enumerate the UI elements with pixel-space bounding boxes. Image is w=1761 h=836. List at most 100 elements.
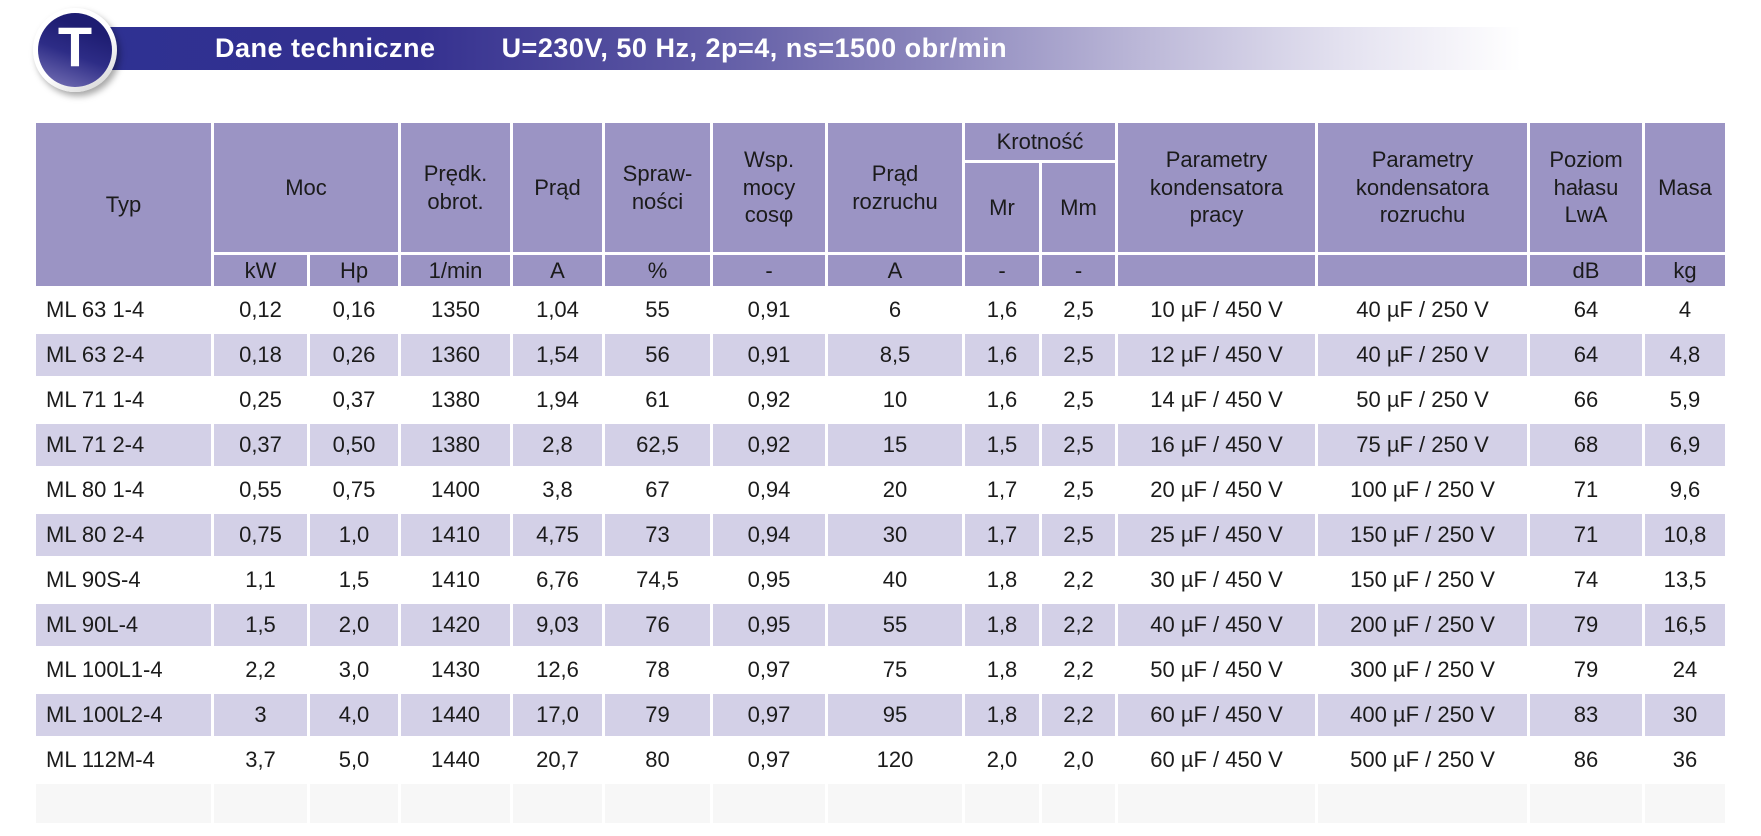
cell-sprawnosc: 55	[602, 286, 713, 334]
cell-sprawnosc: 74,5	[602, 556, 713, 604]
cell-kondensator-pracy: 16 µF / 450 V	[1115, 421, 1318, 469]
cell-mr: 1,7	[962, 511, 1042, 559]
cell-kw: 1,5	[211, 601, 310, 649]
cell-kondensator-pracy: 10 µF / 450 V	[1115, 286, 1318, 334]
cell-mm: 2,5	[1039, 286, 1118, 334]
cell-sprawnosc: 76	[602, 601, 713, 649]
unit-mm: -	[1039, 252, 1118, 289]
table-row: ML 100L2-4 3 4,0 1440 17,0 79 0,97 95 1,…	[33, 691, 1728, 739]
cell-kondensator-pracy: 60 µF / 450 V	[1115, 736, 1318, 784]
cell-hp: 1,0	[307, 511, 401, 559]
banner-bar: Dane techniczne U=230V, 50 Hz, 2p=4, ns=…	[95, 27, 1550, 70]
col-header-mm: Mm	[1039, 160, 1118, 255]
cell-halas: 71	[1527, 466, 1645, 514]
banner-title: Dane techniczne	[215, 33, 436, 63]
cell-hp: 4,0	[307, 691, 401, 739]
col-header-masa: Masa	[1642, 120, 1728, 255]
cell-halas: 79	[1527, 601, 1645, 649]
col-header-moc: Moc	[211, 120, 401, 255]
cell-kw: 0,55	[211, 466, 310, 514]
cell-kondensator-rozruchu: 40 µF / 250 V	[1315, 286, 1530, 334]
unit-kondensator-pracy	[1115, 252, 1318, 289]
cell-kw: 0,12	[211, 286, 310, 334]
unit-mr: -	[962, 252, 1042, 289]
unit-prad: A	[510, 252, 605, 289]
cell-prad-rozruchu: 55	[825, 601, 965, 649]
cell-kondensator-rozruchu: 100 µF / 250 V	[1315, 466, 1530, 514]
cell-cosphi: 0,91	[710, 286, 828, 334]
cell-mm: 2,2	[1039, 601, 1118, 649]
unit-kw: kW	[211, 252, 310, 289]
cell-cosphi: 0,97	[710, 691, 828, 739]
cell-prad-rozruchu: 20	[825, 466, 965, 514]
cell-hp: 0,16	[307, 286, 401, 334]
cell-prad-rozruchu: 30	[825, 511, 965, 559]
ghost-row	[33, 781, 1728, 826]
cell-masa: 30	[1642, 691, 1728, 739]
cell-kondensator-rozruchu: 500 µF / 250 V	[1315, 736, 1530, 784]
cell-mr: 1,8	[962, 646, 1042, 694]
cell-halas: 74	[1527, 556, 1645, 604]
cell-masa: 10,8	[1642, 511, 1728, 559]
table-row: ML 71 2-4 0,37 0,50 1380 2,8 62,5 0,92 1…	[33, 421, 1728, 469]
cell-hp: 0,75	[307, 466, 401, 514]
cell-kw: 3	[211, 691, 310, 739]
cell-halas: 79	[1527, 646, 1645, 694]
cell-mm: 2,5	[1039, 421, 1118, 469]
cell-prad-rozruchu: 40	[825, 556, 965, 604]
cell-halas: 68	[1527, 421, 1645, 469]
cell-mr: 1,7	[962, 466, 1042, 514]
unit-halas: dB	[1527, 252, 1645, 289]
cell-masa: 16,5	[1642, 601, 1728, 649]
cell-mm: 2,5	[1039, 511, 1118, 559]
cell-kw: 0,75	[211, 511, 310, 559]
cell-mm: 2,5	[1039, 466, 1118, 514]
cell-kondensator-pracy: 12 µF / 450 V	[1115, 331, 1318, 379]
cell-kondensator-pracy: 60 µF / 450 V	[1115, 691, 1318, 739]
cell-masa: 13,5	[1642, 556, 1728, 604]
cell-mr: 1,8	[962, 556, 1042, 604]
cell-mr: 1,8	[962, 601, 1042, 649]
cell-halas: 64	[1527, 331, 1645, 379]
cell-prad-rozruchu: 120	[825, 736, 965, 784]
cell-mm: 2,2	[1039, 691, 1118, 739]
table-row: ML 112M-4 3,7 5,0 1440 20,7 80 0,97 120 …	[33, 736, 1728, 784]
cell-prad: 4,75	[510, 511, 605, 559]
cell-sprawnosc: 78	[602, 646, 713, 694]
cell-kw: 0,37	[211, 421, 310, 469]
col-header-predkosc: Prędk. obrot.	[398, 120, 513, 255]
cell-kondensator-pracy: 40 µF / 450 V	[1115, 601, 1318, 649]
cell-kw: 1,1	[211, 556, 310, 604]
cell-sprawnosc: 73	[602, 511, 713, 559]
cell-prad: 17,0	[510, 691, 605, 739]
cell-kondensator-pracy: 14 µF / 450 V	[1115, 376, 1318, 424]
cell-prad: 20,7	[510, 736, 605, 784]
cell-kondensator-rozruchu: 150 µF / 250 V	[1315, 511, 1530, 559]
table-row: ML 63 1-4 0,12 0,16 1350 1,04 55 0,91 6 …	[33, 286, 1728, 334]
cell-rpm: 1350	[398, 286, 513, 334]
cell-typ: ML 90L-4	[33, 601, 214, 649]
cell-prad-rozruchu: 10	[825, 376, 965, 424]
header-banner: Dane techniczne U=230V, 50 Hz, 2p=4, ns=…	[33, 8, 1733, 98]
cell-sprawnosc: 62,5	[602, 421, 713, 469]
cell-typ: ML 112M-4	[33, 736, 214, 784]
cell-hp: 3,0	[307, 646, 401, 694]
cell-prad-rozruchu: 95	[825, 691, 965, 739]
cell-cosphi: 0,97	[710, 646, 828, 694]
cell-cosphi: 0,95	[710, 601, 828, 649]
cell-typ: ML 80 2-4	[33, 511, 214, 559]
cell-rpm: 1420	[398, 601, 513, 649]
cell-sprawnosc: 61	[602, 376, 713, 424]
unit-rpm: 1/min	[398, 252, 513, 289]
cell-hp: 2,0	[307, 601, 401, 649]
cell-mr: 1,8	[962, 691, 1042, 739]
table-row: ML 71 1-4 0,25 0,37 1380 1,94 61 0,92 10…	[33, 376, 1728, 424]
cell-prad: 3,8	[510, 466, 605, 514]
cell-mr: 1,6	[962, 331, 1042, 379]
unit-kondensator-rozruchu	[1315, 252, 1530, 289]
cell-cosphi: 0,94	[710, 466, 828, 514]
cell-kondensator-rozruchu: 200 µF / 250 V	[1315, 601, 1530, 649]
cell-halas: 64	[1527, 286, 1645, 334]
cell-masa: 4,8	[1642, 331, 1728, 379]
table-row: ML 90S-4 1,1 1,5 1410 6,76 74,5 0,95 40 …	[33, 556, 1728, 604]
